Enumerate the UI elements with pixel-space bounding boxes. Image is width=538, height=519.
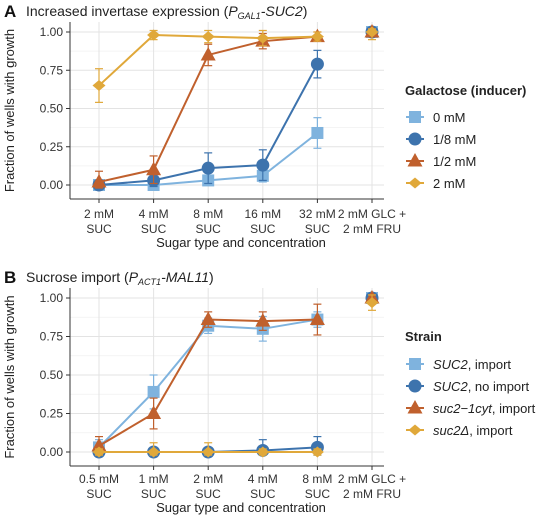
data-point: [146, 161, 162, 176]
y-tick-label: 0.75: [40, 330, 64, 344]
y-tick-label: 0.50: [40, 102, 64, 116]
x-tick-label: SUC: [196, 222, 222, 236]
data-point: [311, 126, 324, 139]
data-point: [146, 405, 162, 419]
legend-label: 1/8 mM: [433, 132, 476, 147]
data-point: [92, 80, 106, 92]
data-point: [147, 29, 161, 41]
data-point: [365, 297, 379, 309]
x-tick-label: SUC: [86, 487, 112, 501]
y-tick-label: 1.00: [40, 25, 64, 39]
legend-label: SUC2, import: [433, 357, 511, 372]
x-axis-title: Sugar type and concentration: [156, 235, 326, 250]
x-tick-label: 4 mM: [139, 207, 169, 221]
data-point: [200, 311, 216, 326]
data-point: [255, 313, 271, 327]
legend: Strain SUC2, import SUC2, no import suc2−1c…: [405, 329, 536, 438]
x-tick-label: 2 mM GLC +: [338, 472, 406, 486]
series-3: [92, 26, 379, 103]
x-tick-label: SUC: [250, 222, 276, 236]
y-tick-label: 0.25: [40, 140, 64, 154]
panel-letter: A: [4, 2, 16, 21]
legend-label: SUC2, no import: [433, 379, 529, 394]
x-tick-label: 4 mM: [248, 472, 278, 486]
legend-key-marker: [409, 111, 421, 123]
panel-title: Sucrose import (PACT1-MAL11): [26, 269, 214, 287]
x-tick-label: 2 mM FRU: [343, 222, 401, 236]
data-point: [201, 446, 215, 458]
y-tick-label: 0.00: [40, 178, 64, 192]
legend-key-marker: [408, 379, 422, 393]
panel-a: A Increased invertase expression (PGAL1-S…: [2, 2, 526, 250]
series-0: [93, 292, 378, 456]
data-point: [310, 446, 324, 458]
data-point: [91, 437, 107, 452]
x-tick-label: 1 mM: [139, 472, 169, 486]
x-tick-label: SUC: [141, 222, 167, 236]
y-tick-label: 0.50: [40, 368, 64, 382]
x-tick-label: 8 mM: [302, 472, 332, 486]
data-point: [201, 31, 215, 43]
legend-key-marker: [407, 400, 423, 414]
y-axis-title: Fraction of wells with growth: [2, 295, 17, 458]
legend-key-marker: [408, 424, 422, 436]
data-point: [365, 26, 379, 38]
x-tick-label: SUC: [305, 222, 331, 236]
legend-key-marker: [407, 153, 423, 167]
legend-label: 1/2 mM: [433, 154, 476, 169]
legend-key-marker: [408, 177, 422, 189]
x-tick-label: 16 mM: [244, 207, 281, 221]
panel-b: B Sucrose import (PACT1-MAL11) 0.00 0.25 0.5…: [2, 268, 536, 515]
x-tick-label: 0.5 mM: [79, 472, 119, 486]
data-point: [310, 57, 324, 71]
legend-label: suc2Δ, import: [433, 423, 513, 438]
data-point: [147, 385, 160, 398]
y-axis-title: Fraction of wells with growth: [2, 29, 17, 192]
legend: Galactose (inducer) 0 mM 1/8 mM 1/2 mM 2 mM: [405, 83, 526, 191]
legend-label: 0 mM: [433, 110, 466, 125]
data-point: [256, 446, 270, 458]
x-tick-label: SUC: [141, 487, 167, 501]
data-point: [91, 173, 107, 188]
x-tick-label: SUC: [86, 222, 112, 236]
x-tick-label: 8 mM: [193, 207, 223, 221]
x-tick-label: SUC: [250, 487, 276, 501]
y-tick-label: 0.25: [40, 407, 64, 421]
panel-title: Increased invertase expression (PGAL1-SU…: [26, 3, 307, 21]
legend-title: Galactose (inducer): [405, 83, 526, 98]
legend-key-marker: [409, 358, 421, 370]
data-point: [256, 32, 270, 44]
x-tick-label: SUC: [305, 487, 331, 501]
x-tick-label: 2 mM GLC +: [338, 207, 406, 221]
x-tick-label: 32 mM: [299, 207, 336, 221]
y-tick-label: 0.75: [40, 63, 64, 77]
data-point: [256, 158, 270, 172]
x-tick-label: 2 mM FRU: [343, 487, 401, 501]
panel-letter: B: [4, 268, 16, 287]
x-tick-label: SUC: [196, 487, 222, 501]
legend-key-marker: [408, 132, 422, 146]
x-tick-label: 2 mM: [84, 207, 114, 221]
y-tick-label: 0.00: [40, 445, 64, 459]
data-point: [201, 161, 215, 175]
legend-label: 2 mM: [433, 176, 466, 191]
series-3: [92, 294, 379, 458]
data-point: [309, 311, 325, 326]
x-axis-title: Sugar type and concentration: [156, 500, 326, 515]
x-tick-label: 2 mM: [193, 472, 223, 486]
data-point: [200, 46, 216, 61]
data-point: [147, 446, 161, 458]
series-2: [91, 290, 380, 456]
legend-title: Strain: [405, 329, 442, 344]
legend-label: suc2−1cyt, import: [433, 401, 536, 416]
y-tick-label: 1.00: [40, 291, 64, 305]
series-2: [91, 24, 380, 189]
data-point: [92, 446, 106, 458]
data-point: [310, 31, 324, 43]
